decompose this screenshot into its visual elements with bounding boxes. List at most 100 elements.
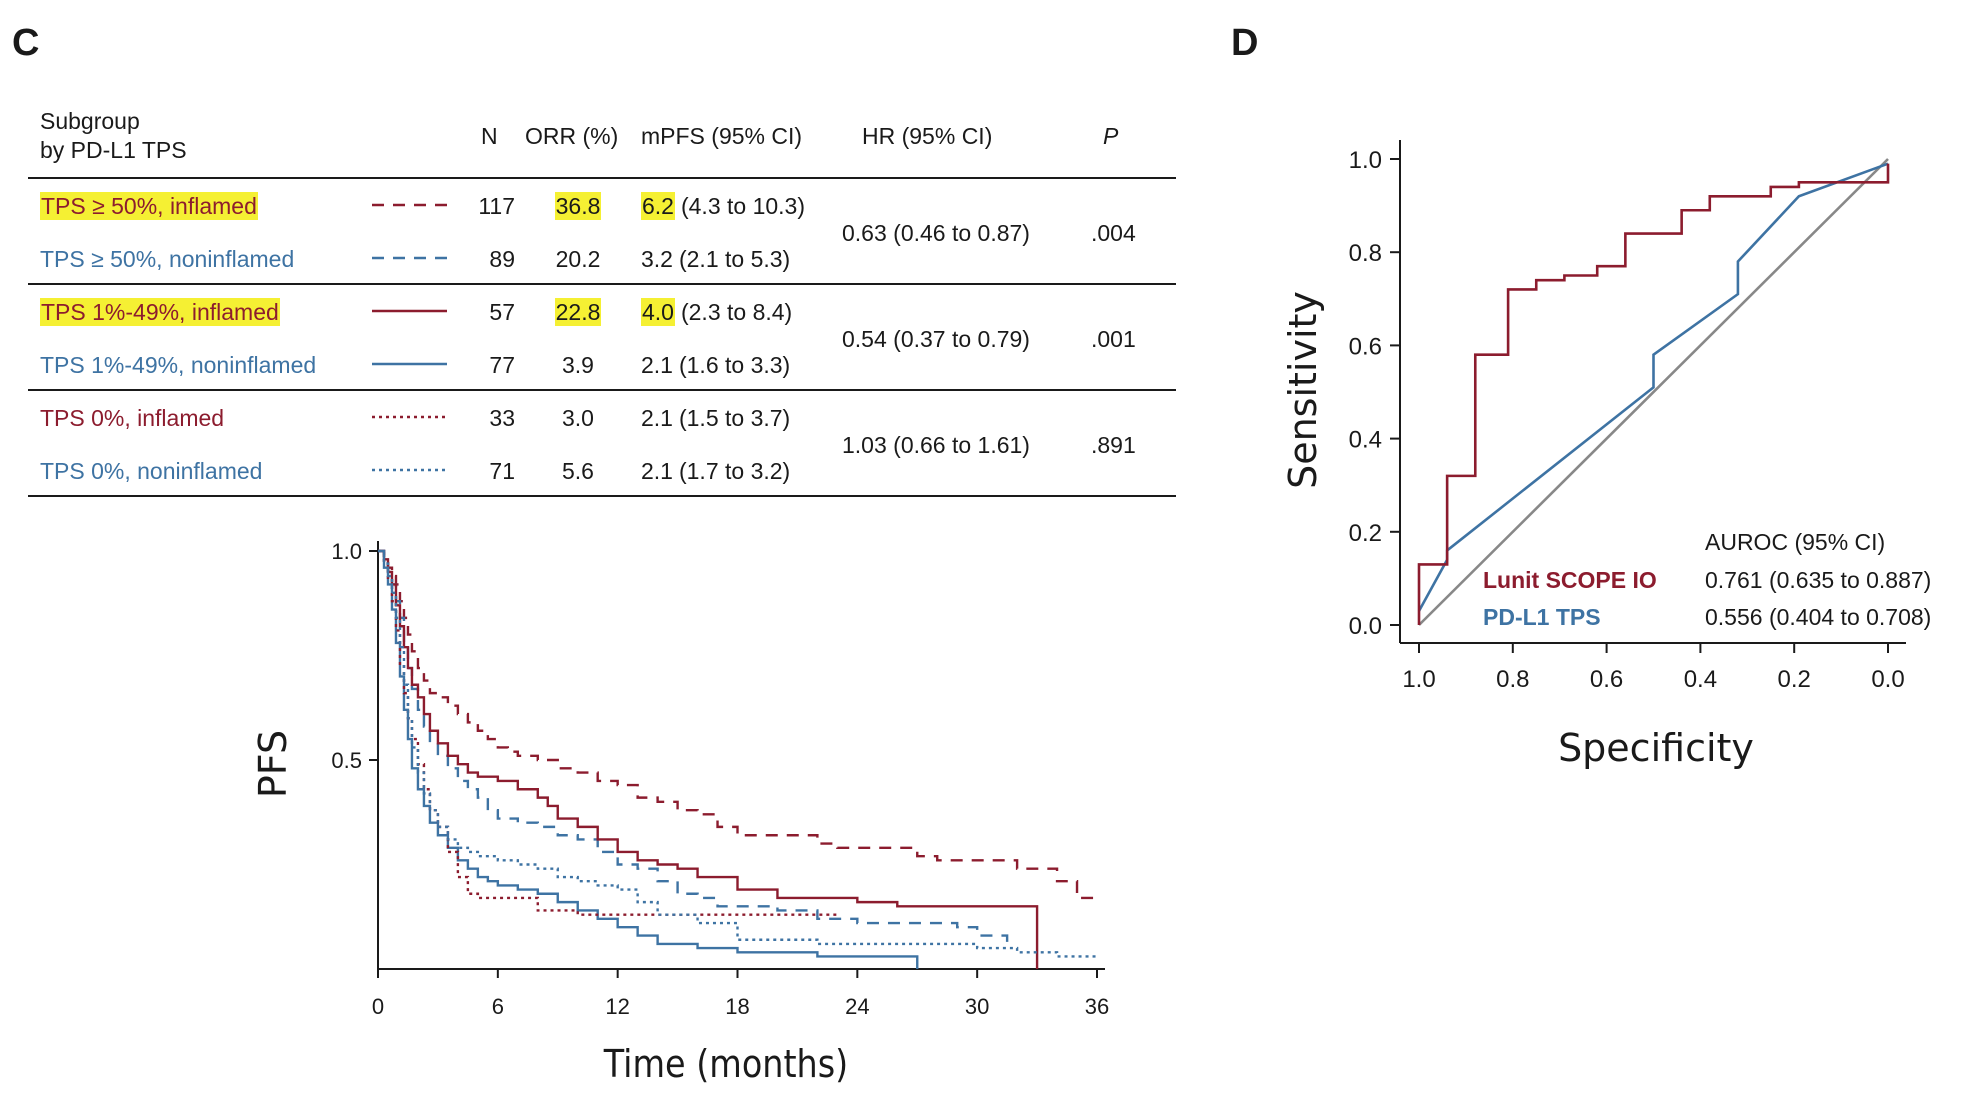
row-mpfs: 2.1 (1.6 to 3.3): [641, 354, 790, 377]
row-mpfs-median: 3.2: [641, 246, 673, 272]
row-mpfs: 6.2 (4.3 to 10.3): [641, 192, 806, 220]
row-mpfs: 2.1 (1.5 to 3.7): [641, 407, 790, 430]
group-p: .891: [1091, 432, 1136, 458]
row-orr: 3.0: [548, 407, 608, 430]
group-hr: 0.54 (0.37 to 0.79): [842, 326, 1030, 352]
header-subgroup-line2: by PD-L1 TPS: [40, 137, 187, 163]
table-rule-group2: [28, 389, 1176, 391]
row-label-text: TPS 0%, noninflamed: [40, 458, 263, 484]
roc-legend-auroc-lunit: 0.761 (0.635 to 0.887): [1705, 567, 1931, 593]
row-mpfs-median: 2.1: [641, 352, 673, 378]
header-mpfs: mPFS (95% CI): [641, 123, 803, 149]
row-label: TPS 0%, inflamed: [40, 407, 224, 430]
roc-x-tick-label: 0.0: [1871, 666, 1904, 693]
roc-y-tick-label: 0.0: [1349, 613, 1382, 640]
roc-reference-diagonal: [1418, 158, 1889, 626]
row-orr: 36.8: [548, 192, 608, 220]
row-mpfs-ci: (1.5 to 3.7): [678, 405, 791, 431]
row-orr-value: 3.9: [562, 352, 594, 378]
roc-y-axis-title: Sensitivity: [1281, 291, 1325, 489]
group-p: .001: [1091, 326, 1136, 352]
roc-x-tick-label: 0.2: [1778, 666, 1811, 693]
roc-y-tick-label: 0.2: [1349, 520, 1382, 547]
roc-series: [1417, 158, 1890, 626]
roc-x-tick-label: 1.0: [1402, 666, 1435, 693]
roc-y-tick-label: 0.6: [1349, 333, 1382, 360]
row-orr-value: 20.2: [555, 246, 601, 272]
row-label-text: TPS ≥ 50%, noninflamed: [40, 246, 295, 272]
km-x-axis-title: Time (months): [603, 1043, 848, 1087]
header-orr: ORR (%): [525, 123, 619, 149]
km-series-line: [378, 549, 838, 916]
group-hr: 1.03 (0.66 to 1.61): [842, 432, 1030, 458]
panel-letter-d: D: [1231, 22, 1259, 64]
row-mpfs-median: 4.0: [641, 298, 675, 326]
km-y-tick-label: 0.5: [331, 748, 362, 773]
row-label-text: TPS 0%, inflamed: [40, 405, 225, 431]
row-orr: 5.6: [548, 460, 608, 483]
km-y-tick-label: 1.0: [331, 539, 362, 564]
row-orr-value: 36.8: [554, 192, 602, 220]
row-n: 33: [489, 405, 515, 431]
roc-chart: 1.0 0.8 0.6 0.4 0.2 0.0 0.0 0.2 0.4 0.6 0.8 1.0 Spe…: [1281, 140, 1931, 770]
row-mpfs-ci: (1.6 to 3.3): [678, 352, 791, 378]
table-rule-bottom: [28, 495, 1176, 497]
row-orr-value: 5.6: [562, 458, 594, 484]
roc-legend-name-lunit: Lunit SCOPE IO: [1483, 567, 1657, 593]
header-n: N: [481, 123, 498, 149]
table-rule-header: [28, 177, 1176, 179]
row-label: TPS 1%-49%, inflamed: [40, 298, 280, 326]
km-x-tick-label: 30: [965, 994, 989, 1019]
row-mpfs-median: 2.1: [641, 458, 673, 484]
roc-x-tick-label: 0.8: [1496, 666, 1529, 693]
roc-x-tick-label: 0.6: [1590, 666, 1623, 693]
row-mpfs-median: 2.1: [641, 405, 673, 431]
roc-x-tick-label: 0.4: [1684, 666, 1717, 693]
row-mpfs-ci: (2.3 to 8.4): [680, 299, 793, 325]
km-chart: 0 6 12 18 24 30 36 0.5 1.0 Time (months) PFS: [251, 539, 1109, 1087]
row-mpfs: 3.2 (2.1 to 5.3): [641, 248, 790, 271]
row-mpfs-ci: (1.7 to 3.2): [678, 458, 791, 484]
km-series-line: [378, 549, 1097, 900]
km-axes: 0 6 12 18 24 30 36 0.5 1.0: [331, 539, 1109, 1019]
row-mpfs-ci: (4.3 to 10.3): [680, 193, 806, 219]
km-series-line: [378, 549, 1097, 958]
row-n: 117: [478, 193, 515, 219]
km-x-tick-label: 18: [725, 994, 749, 1019]
roc-x-axis-title: Specificity: [1558, 726, 1754, 770]
km-series-line: [378, 549, 919, 969]
km-x-tick-label: 24: [845, 994, 869, 1019]
row-mpfs-ci: (2.1 to 5.3): [678, 246, 791, 272]
group-p: .004: [1091, 220, 1136, 246]
row-n: 57: [489, 299, 515, 325]
roc-legend-auroc-pdl1: 0.556 (0.404 to 0.708): [1705, 604, 1931, 630]
row-n: 89: [489, 246, 515, 272]
row-orr-value: 22.8: [554, 298, 602, 326]
roc-y-tick-label: 0.8: [1349, 240, 1382, 267]
row-mpfs: 2.1 (1.7 to 3.2): [641, 460, 790, 483]
row-n: 77: [489, 352, 515, 378]
row-label: TPS 0%, noninflamed: [40, 460, 262, 483]
panel-letter-c: C: [12, 22, 40, 64]
table-rule-group1: [28, 283, 1176, 285]
row-label: TPS ≥ 50%, noninflamed: [40, 248, 294, 271]
header-p: P: [1103, 123, 1119, 149]
row-orr: 22.8: [548, 298, 608, 326]
km-series-line: [378, 549, 1039, 969]
row-orr: 3.9: [548, 354, 608, 377]
km-y-axis-title: PFS: [251, 730, 295, 798]
roc-axes: 1.0 0.8 0.6 0.4 0.2 0.0 0.0 0.2 0.4 0.6 0.8 1.0: [1349, 140, 1906, 693]
km-x-tick-label: 36: [1085, 994, 1109, 1019]
roc-y-tick-label: 1.0: [1349, 147, 1382, 174]
row-mpfs-median: 6.2: [641, 192, 675, 220]
row-line-samples: [372, 203, 447, 472]
header-subgroup-line1: Subgroup: [40, 108, 140, 134]
row-label: TPS ≥ 50%, inflamed: [40, 192, 258, 220]
roc-legend-title: AUROC (95% CI): [1705, 529, 1885, 555]
row-label: TPS 1%-49%, noninflamed: [40, 354, 316, 377]
group-hr: 0.63 (0.46 to 0.87): [842, 220, 1030, 246]
row-orr-value: 3.0: [562, 405, 594, 431]
roc-legend-name-pdl1: PD-L1 TPS: [1483, 604, 1601, 630]
km-x-tick-label: 6: [492, 994, 504, 1019]
row-label-text: TPS 1%-49%, inflamed: [40, 298, 280, 326]
